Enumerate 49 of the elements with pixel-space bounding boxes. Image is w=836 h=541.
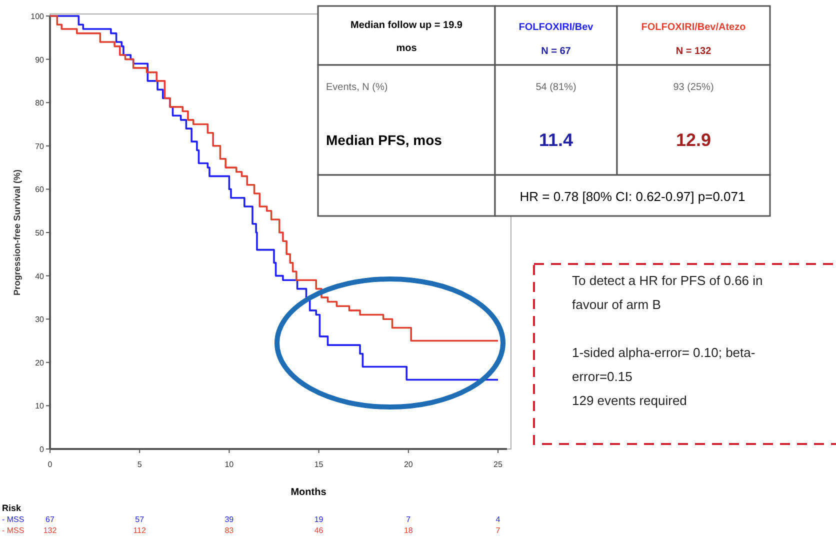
- text: N = 67: [541, 46, 572, 57]
- x-tick-label: 10: [224, 460, 234, 469]
- text: FOLFOXIRI/Bev: [518, 22, 594, 33]
- y-tick-label: 30: [35, 315, 45, 324]
- text: 4: [496, 515, 501, 524]
- text: 12.9: [676, 130, 712, 150]
- text: 18: [404, 526, 414, 535]
- y-tick-label: 0: [40, 445, 45, 454]
- text: 11.4: [538, 130, 574, 150]
- text: 83: [224, 526, 234, 535]
- x-axis-title: Months: [290, 487, 327, 498]
- y-tick-label: 40: [35, 272, 45, 281]
- y-tick-label: 70: [35, 142, 45, 151]
- y-axis-title: Progression-free Survival (%): [12, 169, 22, 296]
- text: 54 (81%): [536, 82, 576, 93]
- y-tick-label: 50: [35, 228, 45, 238]
- y-tick-label: 20: [35, 358, 45, 368]
- x-tick-label: 25: [494, 460, 503, 469]
- y-tick-label: 100: [30, 12, 45, 21]
- text: Risk: [2, 503, 22, 513]
- text: HR = 0.78 [80% CI: 0.62-0.97] p=0.071: [520, 189, 746, 204]
- x-tick-label: 20: [404, 460, 414, 469]
- text: 7: [496, 526, 501, 535]
- text: - MSS: [2, 515, 24, 524]
- x-tick-label: 0: [48, 460, 53, 469]
- text: 57: [135, 515, 145, 524]
- text: 132: [43, 526, 58, 535]
- text: To detect a HR for PFS of 0.66 in favour of arm B: [572, 273, 763, 312]
- y-tick-label: 80: [35, 98, 45, 108]
- text: FOLFOXIRI/Bev/Atezo: [641, 22, 746, 33]
- text: 129 events required: [572, 393, 687, 408]
- text: 1-sided alpha-error= 0.10; beta-error=0.15: [572, 345, 756, 384]
- x-tick-label: 5: [137, 460, 142, 469]
- text: N = 132: [676, 46, 712, 57]
- text: 112: [133, 526, 147, 535]
- text: 7: [406, 515, 412, 524]
- annotation: Median PFS, mos: [326, 132, 442, 148]
- text: 19: [314, 515, 324, 524]
- text: 46: [314, 526, 324, 535]
- text: 93 (25%): [673, 82, 714, 93]
- x-tick-label: 15: [314, 460, 324, 469]
- text: - MSS: [2, 526, 24, 535]
- y-tick-label: 60: [35, 185, 45, 194]
- annotation: Events, N (%): [326, 82, 388, 93]
- text: 67: [46, 515, 55, 524]
- y-tick-label: 10: [35, 402, 45, 411]
- y-tick-label: 90: [35, 55, 45, 64]
- text: Median follow up = 19.9 mos: [350, 20, 462, 54]
- text: 39: [224, 515, 234, 524]
